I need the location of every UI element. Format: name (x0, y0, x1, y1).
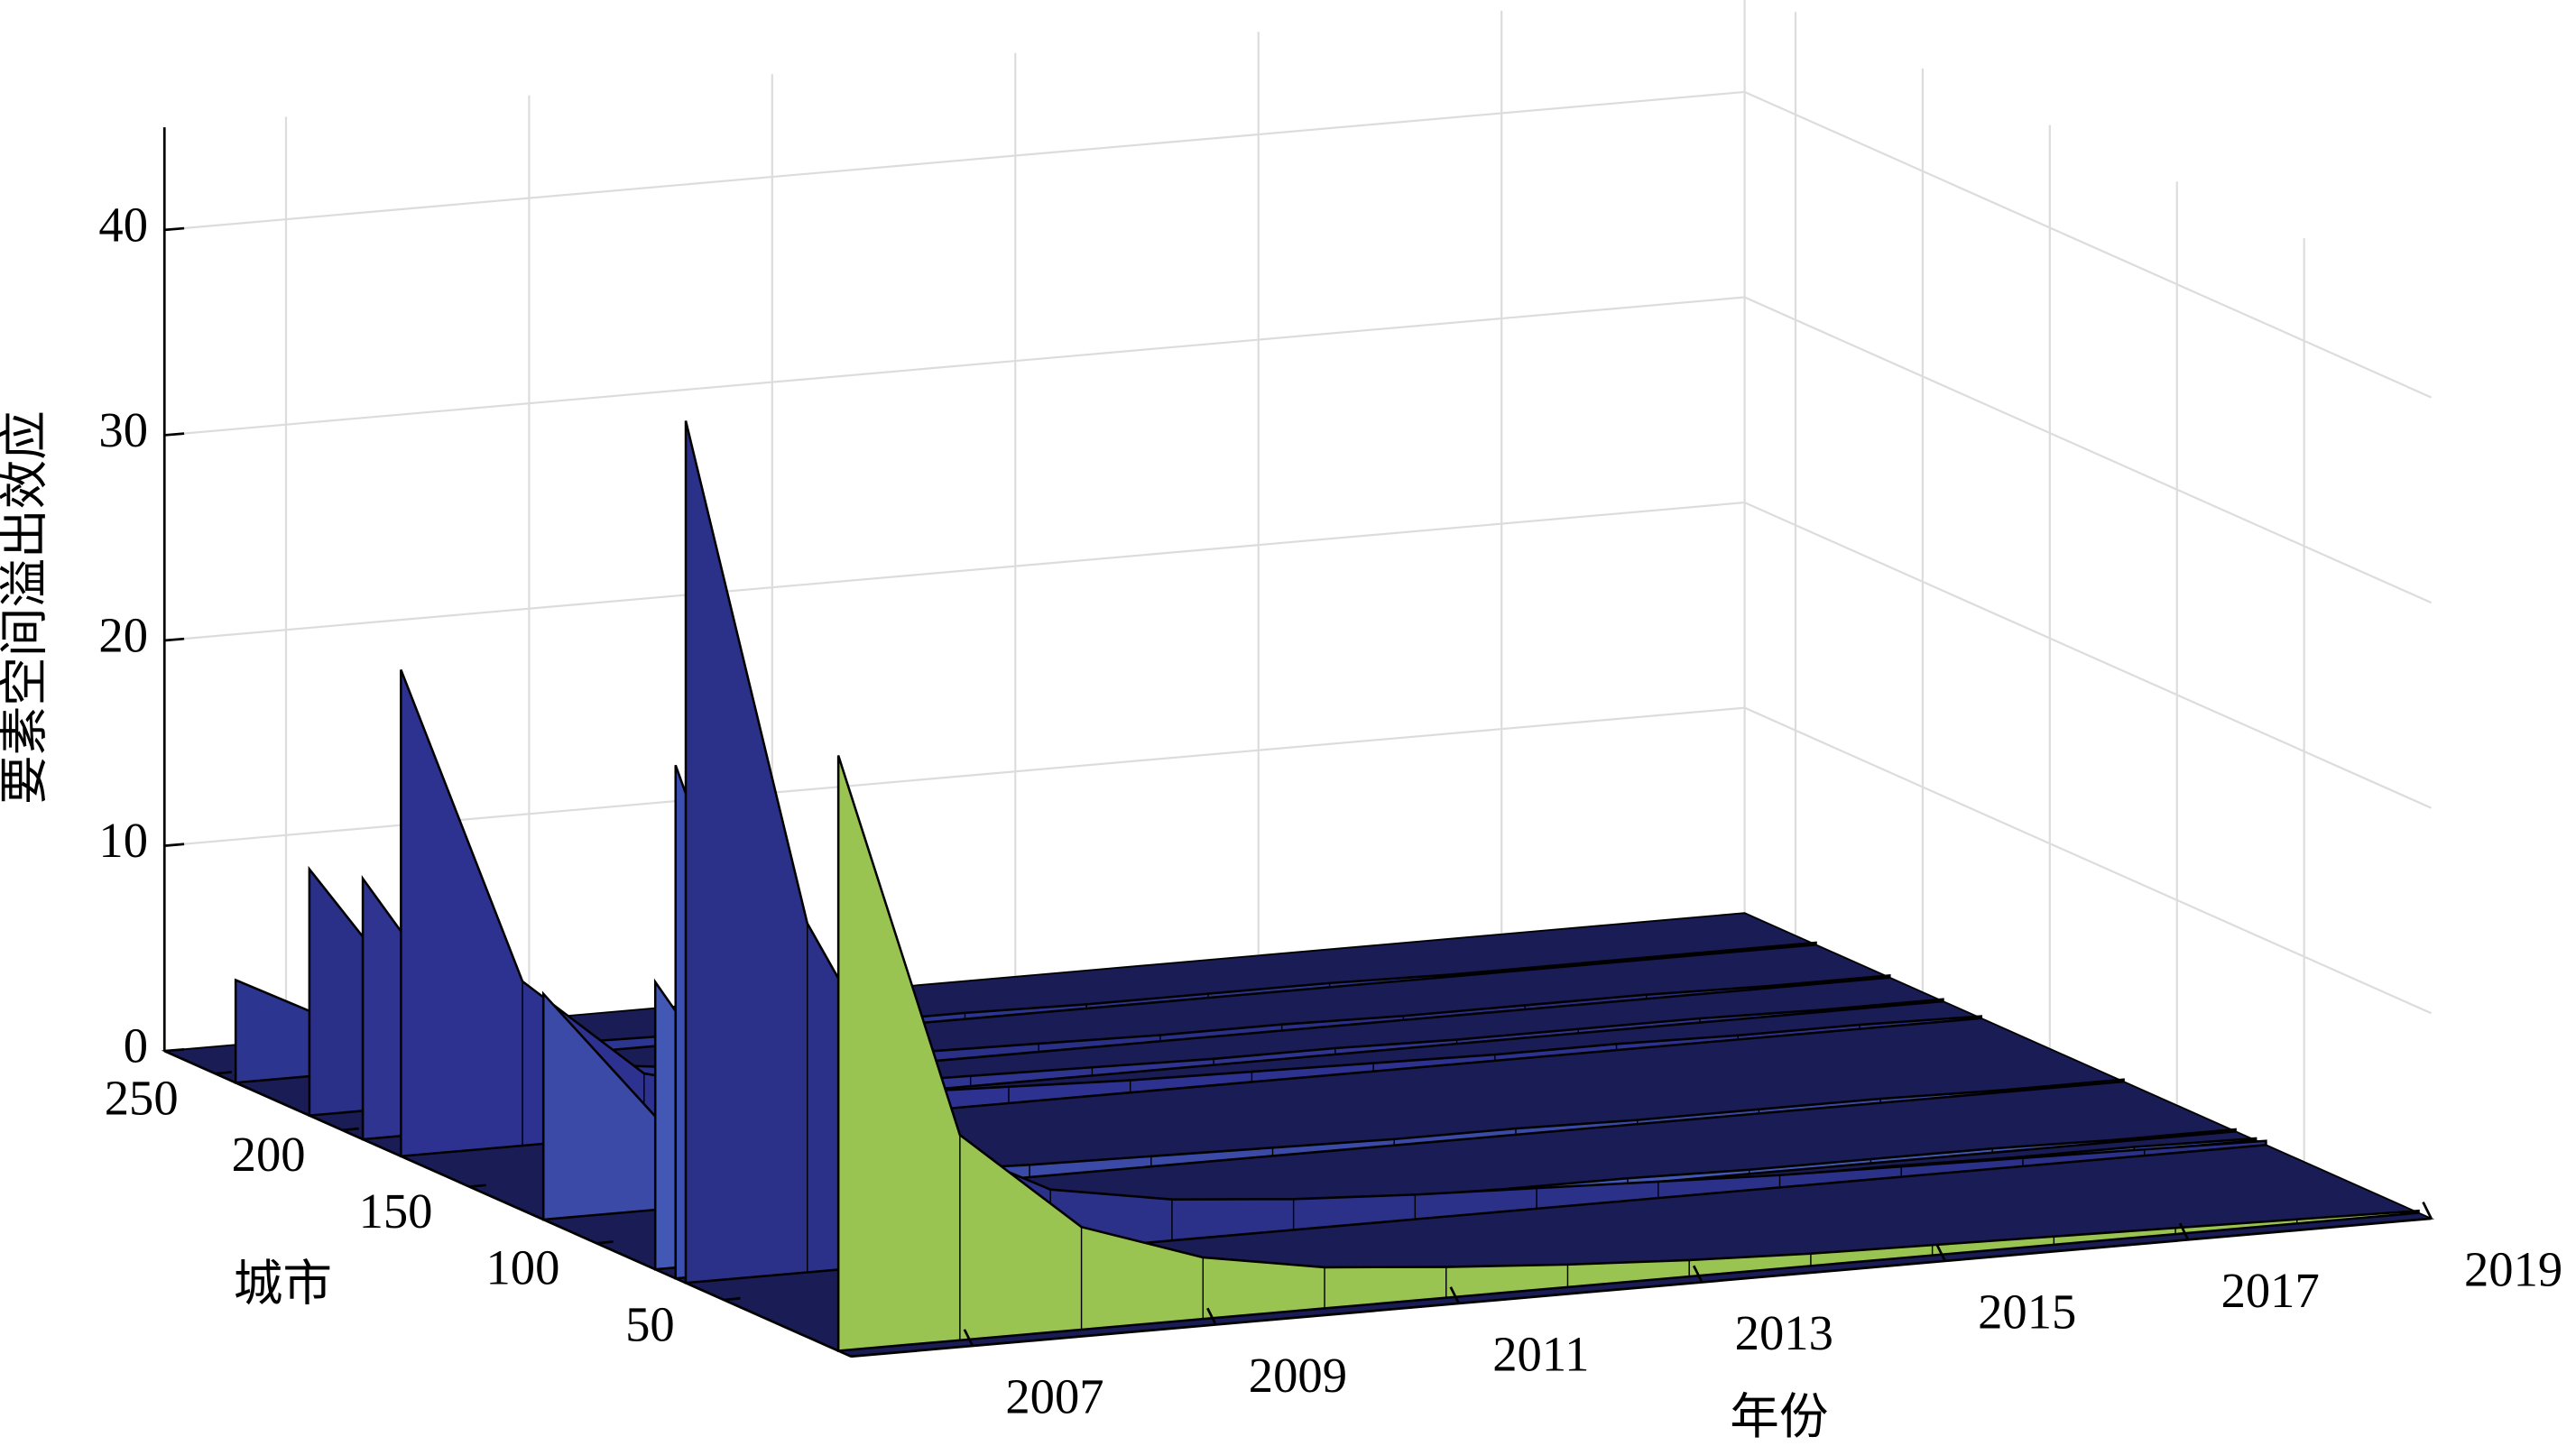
x-tick (1935, 1244, 1946, 1262)
y-tick-label: 200 (232, 1127, 306, 1182)
x-tick-label: 2011 (1492, 1326, 1589, 1381)
x-axis (851, 1217, 2432, 1358)
x-tick (963, 1329, 974, 1347)
x-tick-label: 2007 (1005, 1368, 1103, 1423)
x-tick-label: 2013 (1735, 1305, 1833, 1360)
grid-line (164, 90, 1745, 231)
z-tick-label: 40 (98, 197, 148, 252)
z-tick (164, 637, 185, 642)
y-axis-label: 城市 (234, 1257, 332, 1312)
grid-line (164, 501, 1745, 642)
y-tick-label: 150 (359, 1183, 433, 1239)
x-axis-label: 年份 (1730, 1389, 1828, 1444)
x-tick (1692, 1265, 1703, 1284)
z-tick (164, 1047, 185, 1053)
grid-line (1744, 296, 2433, 604)
x-tick-label: 2009 (1249, 1348, 1347, 1403)
grid-line (1744, 706, 2433, 1015)
y-tick-label: 100 (486, 1240, 560, 1295)
y-axis (163, 1049, 852, 1358)
z-tick (164, 226, 185, 232)
x-tick (2178, 1222, 2190, 1240)
z-tick-label: 0 (124, 1018, 148, 1073)
grid-line (1744, 502, 2433, 809)
y-tick-label: 250 (105, 1071, 179, 1126)
x-tick (2422, 1202, 2433, 1220)
z-tick (164, 432, 185, 437)
surface-ridge (836, 755, 2420, 1352)
x-tick (1206, 1307, 1217, 1326)
x-tick-label: 2019 (2464, 1241, 2562, 1296)
y-tick (469, 1183, 486, 1189)
y-tick (596, 1240, 614, 1245)
grid-line (164, 296, 1745, 437)
z-tick (164, 843, 185, 847)
y-tick (342, 1127, 359, 1132)
x-tick-label: 2017 (2221, 1263, 2320, 1318)
z-tick-label: 20 (98, 608, 148, 663)
z-tick-label: 30 (98, 402, 148, 457)
x-tick (1449, 1286, 1461, 1304)
z-axis-label: 要素空间溢出效应 (0, 410, 51, 805)
grid-line (1744, 90, 2433, 399)
x-tick-label: 2015 (1978, 1284, 2076, 1339)
y-tick-label: 50 (625, 1296, 675, 1351)
z-tick-label: 10 (98, 813, 148, 868)
y-tick (724, 1296, 741, 1302)
y-tick (215, 1071, 232, 1075)
